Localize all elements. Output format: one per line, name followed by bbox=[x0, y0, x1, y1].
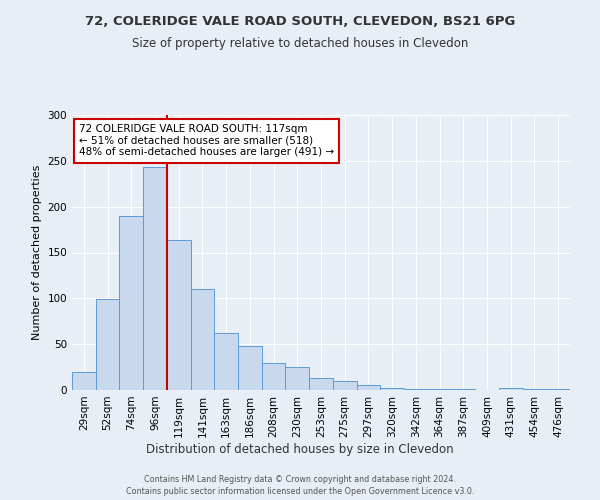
Bar bbox=[404, 389, 428, 390]
Bar bbox=[96, 299, 119, 390]
Bar bbox=[309, 378, 333, 390]
Bar bbox=[499, 388, 523, 390]
Bar bbox=[191, 289, 214, 390]
Bar bbox=[356, 386, 380, 390]
Bar bbox=[546, 389, 570, 390]
Y-axis label: Number of detached properties: Number of detached properties bbox=[32, 165, 42, 340]
Bar bbox=[72, 372, 96, 390]
Bar bbox=[523, 389, 546, 390]
Text: Size of property relative to detached houses in Clevedon: Size of property relative to detached ho… bbox=[132, 38, 468, 51]
Bar bbox=[428, 389, 451, 390]
Bar bbox=[167, 240, 191, 390]
Bar bbox=[380, 388, 404, 390]
Text: Distribution of detached houses by size in Clevedon: Distribution of detached houses by size … bbox=[146, 442, 454, 456]
Text: Contains HM Land Registry data © Crown copyright and database right 2024.: Contains HM Land Registry data © Crown c… bbox=[144, 475, 456, 484]
Text: 72 COLERIDGE VALE ROAD SOUTH: 117sqm
← 51% of detached houses are smaller (518)
: 72 COLERIDGE VALE ROAD SOUTH: 117sqm ← 5… bbox=[79, 124, 334, 158]
Bar bbox=[262, 362, 286, 390]
Text: 72, COLERIDGE VALE ROAD SOUTH, CLEVEDON, BS21 6PG: 72, COLERIDGE VALE ROAD SOUTH, CLEVEDON,… bbox=[85, 15, 515, 28]
Bar bbox=[214, 333, 238, 390]
Text: Contains public sector information licensed under the Open Government Licence v3: Contains public sector information licen… bbox=[126, 488, 474, 496]
Bar bbox=[143, 167, 167, 390]
Bar bbox=[119, 216, 143, 390]
Bar bbox=[238, 346, 262, 390]
Bar bbox=[451, 389, 475, 390]
Bar bbox=[333, 381, 356, 390]
Bar bbox=[286, 367, 309, 390]
